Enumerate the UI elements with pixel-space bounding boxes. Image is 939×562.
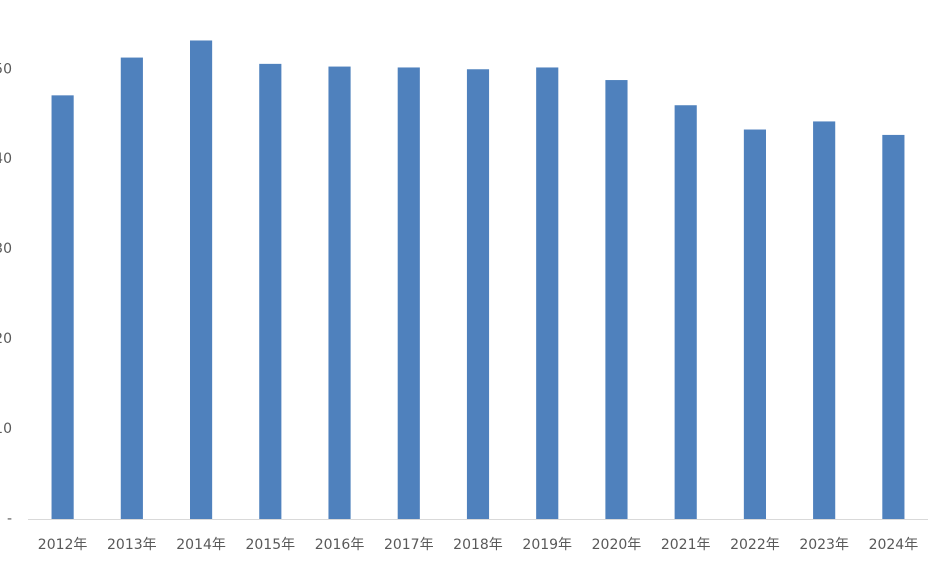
x-tick-label: 2021年 [661, 537, 711, 553]
bar [605, 80, 628, 520]
y-tick-label: 20 [0, 331, 12, 347]
x-tick-label: 2024年 [869, 537, 919, 553]
y-tick-label: 40 [0, 151, 12, 167]
y-tick-label: 10 [0, 421, 12, 437]
bar [51, 95, 74, 520]
x-tick-label: 2022年 [730, 537, 780, 553]
bar [674, 105, 697, 519]
bar [536, 67, 559, 520]
x-tick-label: 2018年 [453, 537, 503, 553]
y-tick-label: 50 [0, 61, 12, 77]
bar [882, 134, 905, 520]
bar [120, 57, 143, 520]
bar [397, 67, 420, 520]
x-tick-label: 2023年 [799, 537, 849, 553]
x-tick-label: 2015年 [245, 537, 295, 553]
bar [466, 69, 490, 520]
y-tick-label: - [7, 511, 12, 527]
x-tick-label: 2014年 [176, 537, 226, 553]
bar [743, 129, 766, 519]
x-tick-label: 2017年 [384, 537, 434, 553]
bar [190, 40, 213, 520]
bar [259, 63, 282, 519]
x-tick-label: 2012年 [38, 537, 88, 553]
y-tick-label: 30 [0, 241, 12, 257]
x-tick-label: 2020年 [592, 537, 642, 553]
bar [328, 66, 351, 519]
bar [813, 121, 836, 519]
x-tick-label: 2013年 [107, 537, 157, 553]
x-tick-label: 2019年 [522, 537, 572, 553]
x-tick-label: 2016年 [315, 537, 365, 553]
